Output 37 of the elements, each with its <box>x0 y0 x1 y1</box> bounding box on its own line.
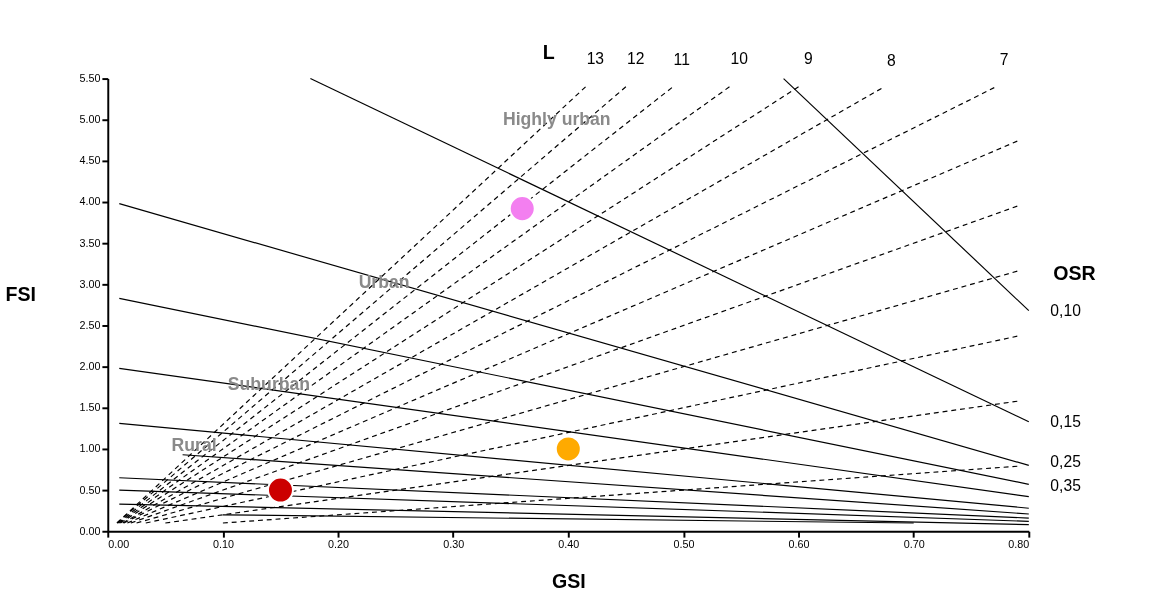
y-tick-label: 2.00 <box>79 360 101 373</box>
y-tick-label: 1.00 <box>79 442 101 455</box>
y-tick-label: 0.00 <box>79 524 101 537</box>
x-tick-label: 0.20 <box>328 538 350 551</box>
y-axis-title: FSI <box>5 283 36 306</box>
y-tick-label: 5.50 <box>79 72 101 85</box>
annotation: 11 <box>673 51 690 69</box>
y-tick-label: 4.50 <box>79 154 101 167</box>
annotation: 10 <box>730 50 749 68</box>
x-tick-label: 0.50 <box>673 538 695 551</box>
annotation: 0,25 <box>1050 453 1082 471</box>
y-tick-label: 2.50 <box>79 318 101 331</box>
annotation: 12 <box>626 50 645 68</box>
annotation: 8 <box>886 51 896 69</box>
annotation: Highly urban <box>502 108 611 129</box>
x-tick-label: 0.30 <box>443 538 465 551</box>
y-tick-label: 1.50 <box>79 401 101 414</box>
annotation: 0,10 <box>1050 301 1082 319</box>
annotation: 0,35 <box>1050 476 1082 494</box>
y-tick-label: 3.50 <box>79 236 101 249</box>
y-tick-label: 3.00 <box>79 277 101 290</box>
annotation: 0,15 <box>1050 412 1082 430</box>
y-tick-label: 5.00 <box>79 113 101 126</box>
x-tick-label: 0.10 <box>212 538 234 551</box>
x-tick-label: 0.00 <box>108 538 130 551</box>
y-tick-label: 0.50 <box>79 483 101 496</box>
text: L <box>542 40 555 63</box>
y-tick-label: 4.00 <box>79 195 101 208</box>
annotation: 13 <box>586 50 605 68</box>
annotation: 9 <box>803 50 813 68</box>
x-tick-label: 0.80 <box>1008 538 1030 551</box>
x-tick-label: 0.60 <box>788 538 810 551</box>
x-tick-label: 0.40 <box>558 538 580 551</box>
annotation: 7 <box>999 51 1009 69</box>
x-axis-title: GSI <box>551 569 586 592</box>
x-tick-label: 0.70 <box>903 538 925 551</box>
text: OSR <box>1053 262 1096 285</box>
